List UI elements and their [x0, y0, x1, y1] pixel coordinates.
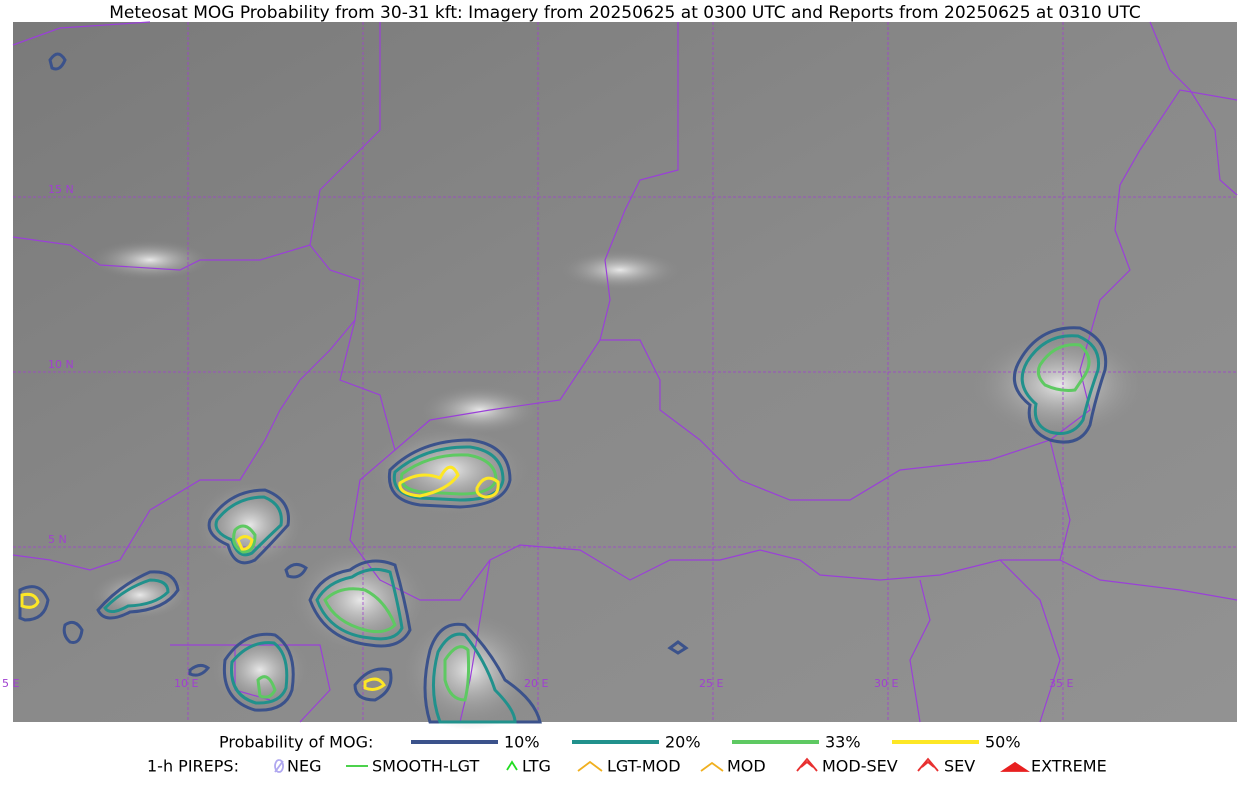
legend-label: SMOOTH-LGT — [372, 757, 479, 776]
legend-label: SEV — [944, 757, 975, 776]
geo-labels: 15 N 10 N 5 N 5 E 10 E 20 E 25 E 30 E 35… — [2, 183, 1073, 690]
legend-label: LGT-MOD — [607, 757, 681, 776]
lat-label: 5 N — [48, 533, 67, 546]
legend: Probability of MOG: 1-h PIREPS: 10% 20% 33… — [147, 733, 1107, 776]
legend-symbol — [917, 757, 939, 772]
legend-label: 10% — [504, 733, 540, 752]
borders — [12, 21, 1238, 723]
lat-label: 15 N — [48, 183, 74, 196]
lon-label: 25 E — [699, 677, 723, 690]
legend-label: LTG — [522, 757, 551, 776]
lon-label: 5 E — [2, 677, 19, 690]
legend-label: 20% — [665, 733, 701, 752]
legend-label: MOD — [727, 757, 766, 776]
legend-label: MOD-SEV — [822, 757, 898, 776]
lon-label: 20 E — [524, 677, 548, 690]
legend-title: Probability of MOG: — [219, 733, 373, 752]
map — [12, 21, 1238, 730]
legend-label: EXTREME — [1031, 757, 1107, 776]
lon-label: 30 E — [874, 677, 898, 690]
legend-symbol — [1000, 761, 1030, 772]
lon-label: 35 E — [1049, 677, 1073, 690]
legend-symbol — [506, 760, 518, 771]
legend-symbol — [577, 760, 603, 772]
legend-symbol — [796, 757, 818, 772]
legend-label: 33% — [825, 733, 861, 752]
legend-symbol — [274, 759, 284, 773]
legend-label: 50% — [985, 733, 1021, 752]
mog-contours — [18, 52, 1108, 724]
title: Meteosat MOG Probability from 30-31 kft:… — [109, 3, 1141, 23]
legend-symbol — [700, 761, 724, 772]
legend-label: NEG — [287, 757, 321, 776]
grid-lines — [13, 22, 1237, 722]
lat-label: 10 N — [48, 358, 74, 371]
legend-title: 1-h PIREPS: — [147, 757, 239, 776]
lon-label: 10 E — [174, 677, 198, 690]
